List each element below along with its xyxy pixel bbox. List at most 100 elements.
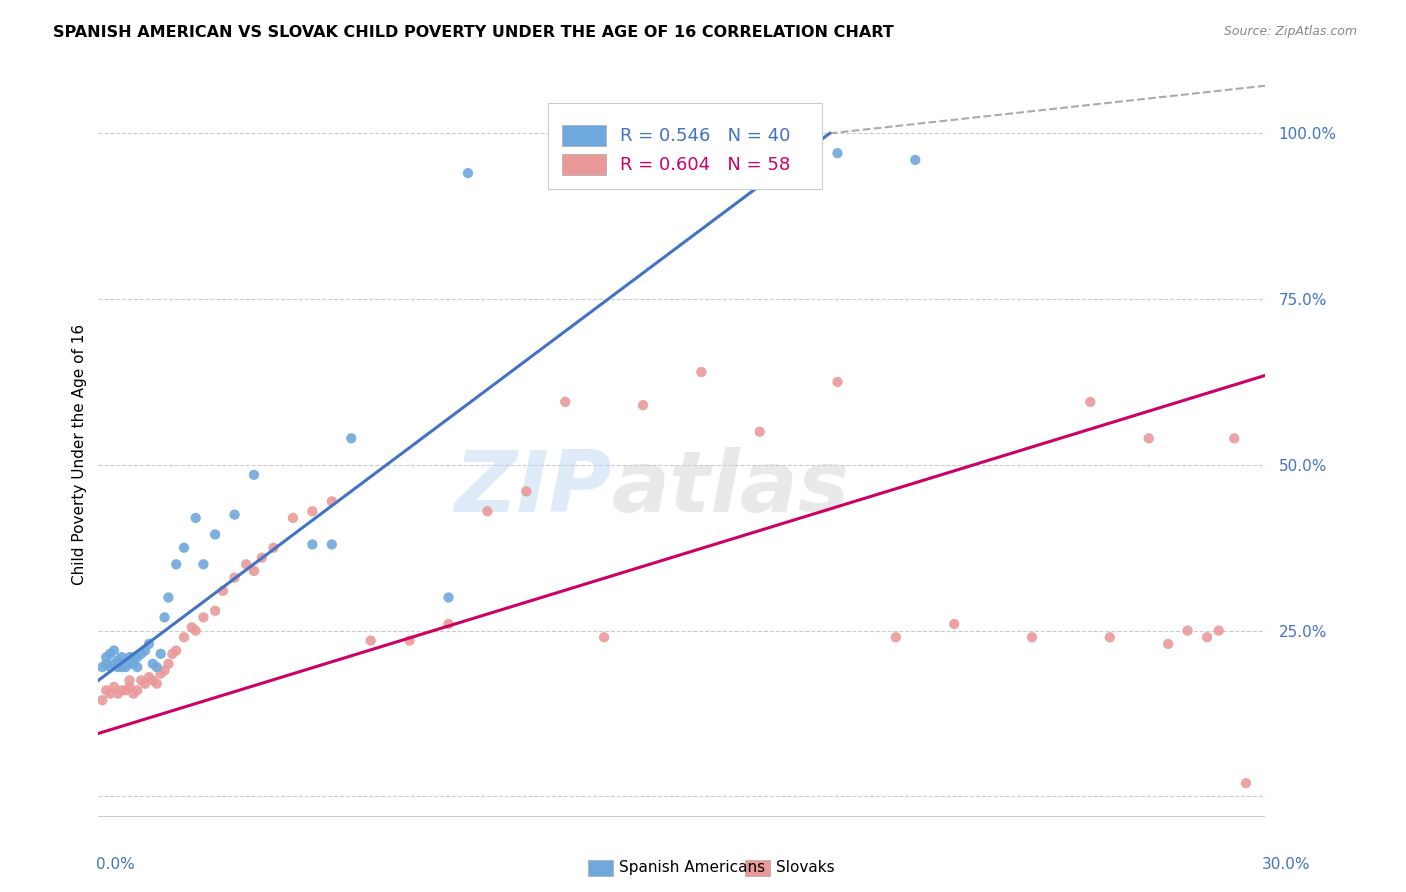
Point	[114, 683, 136, 698]
Point	[107, 687, 129, 701]
Point	[111, 650, 134, 665]
Point	[98, 687, 121, 701]
Point	[631, 398, 654, 412]
Point	[1137, 431, 1160, 445]
Point	[250, 550, 273, 565]
Point	[224, 571, 246, 585]
Point	[122, 687, 145, 701]
Point	[515, 484, 537, 499]
Point	[149, 666, 172, 681]
Point	[173, 541, 195, 555]
Point	[235, 558, 257, 572]
Point	[129, 673, 152, 688]
Point	[127, 660, 149, 674]
Point	[98, 660, 121, 674]
Point	[96, 683, 118, 698]
Point	[457, 166, 479, 180]
Point	[1234, 776, 1257, 790]
Point	[122, 650, 145, 665]
Point	[98, 647, 121, 661]
Point	[1177, 624, 1199, 638]
Point	[114, 660, 136, 674]
Point	[1021, 630, 1043, 644]
Point	[321, 494, 343, 508]
Text: ZIP: ZIP	[454, 447, 612, 530]
Point	[180, 620, 202, 634]
Point	[748, 425, 770, 439]
Point	[118, 650, 141, 665]
Point	[360, 633, 382, 648]
Point	[91, 693, 114, 707]
Text: R = 0.604   N = 58: R = 0.604 N = 58	[620, 156, 790, 174]
Point	[243, 467, 266, 482]
Point	[111, 683, 134, 698]
Point	[138, 670, 160, 684]
FancyBboxPatch shape	[548, 103, 823, 189]
Point	[157, 657, 180, 671]
Text: SPANISH AMERICAN VS SLOVAK CHILD POVERTY UNDER THE AGE OF 16 CORRELATION CHART: SPANISH AMERICAN VS SLOVAK CHILD POVERTY…	[53, 25, 894, 40]
Point	[904, 153, 927, 167]
Point	[118, 680, 141, 694]
Point	[477, 504, 499, 518]
Text: 0.0%: 0.0%	[96, 857, 135, 872]
Point	[243, 564, 266, 578]
Point	[340, 431, 363, 445]
Point	[149, 647, 172, 661]
Point	[162, 647, 184, 661]
Point	[91, 660, 114, 674]
Point	[193, 610, 215, 624]
Point	[301, 537, 323, 551]
Point	[1098, 630, 1121, 644]
Point	[96, 650, 118, 665]
Text: R = 0.546   N = 40: R = 0.546 N = 40	[620, 127, 790, 145]
Point	[204, 604, 226, 618]
Point	[1223, 431, 1246, 445]
Point	[212, 583, 235, 598]
Point	[398, 633, 420, 648]
Point	[127, 650, 149, 665]
Point	[138, 637, 160, 651]
Point	[107, 660, 129, 674]
Point	[437, 617, 460, 632]
Point	[134, 676, 156, 690]
Point	[301, 504, 323, 518]
Point	[96, 657, 118, 671]
Point	[1080, 395, 1102, 409]
Text: Source: ZipAtlas.com: Source: ZipAtlas.com	[1223, 25, 1357, 38]
Point	[127, 683, 149, 698]
Point	[884, 630, 907, 644]
Point	[593, 630, 616, 644]
Text: Spanish Americans: Spanish Americans	[619, 861, 765, 875]
Point	[437, 591, 460, 605]
Point	[1208, 624, 1230, 638]
Point	[943, 617, 966, 632]
FancyBboxPatch shape	[562, 125, 606, 146]
Text: atlas: atlas	[612, 447, 851, 530]
Point	[103, 657, 125, 671]
Point	[184, 624, 207, 638]
Point	[111, 660, 134, 674]
Point	[153, 664, 176, 678]
Point	[134, 643, 156, 657]
Point	[827, 146, 849, 161]
Point	[204, 527, 226, 541]
Point	[193, 558, 215, 572]
Point	[157, 591, 180, 605]
Point	[118, 673, 141, 688]
Text: 30.0%: 30.0%	[1263, 857, 1310, 872]
Point	[262, 541, 284, 555]
Point	[153, 610, 176, 624]
Point	[690, 365, 713, 379]
Point	[165, 643, 187, 657]
Y-axis label: Child Poverty Under the Age of 16: Child Poverty Under the Age of 16	[72, 325, 87, 585]
Point	[165, 558, 187, 572]
Point	[129, 647, 152, 661]
Point	[184, 511, 207, 525]
Point	[122, 657, 145, 671]
Point	[827, 375, 849, 389]
Point	[103, 680, 125, 694]
FancyBboxPatch shape	[562, 154, 606, 176]
Point	[1157, 637, 1180, 651]
Point	[146, 660, 169, 674]
Point	[321, 537, 343, 551]
